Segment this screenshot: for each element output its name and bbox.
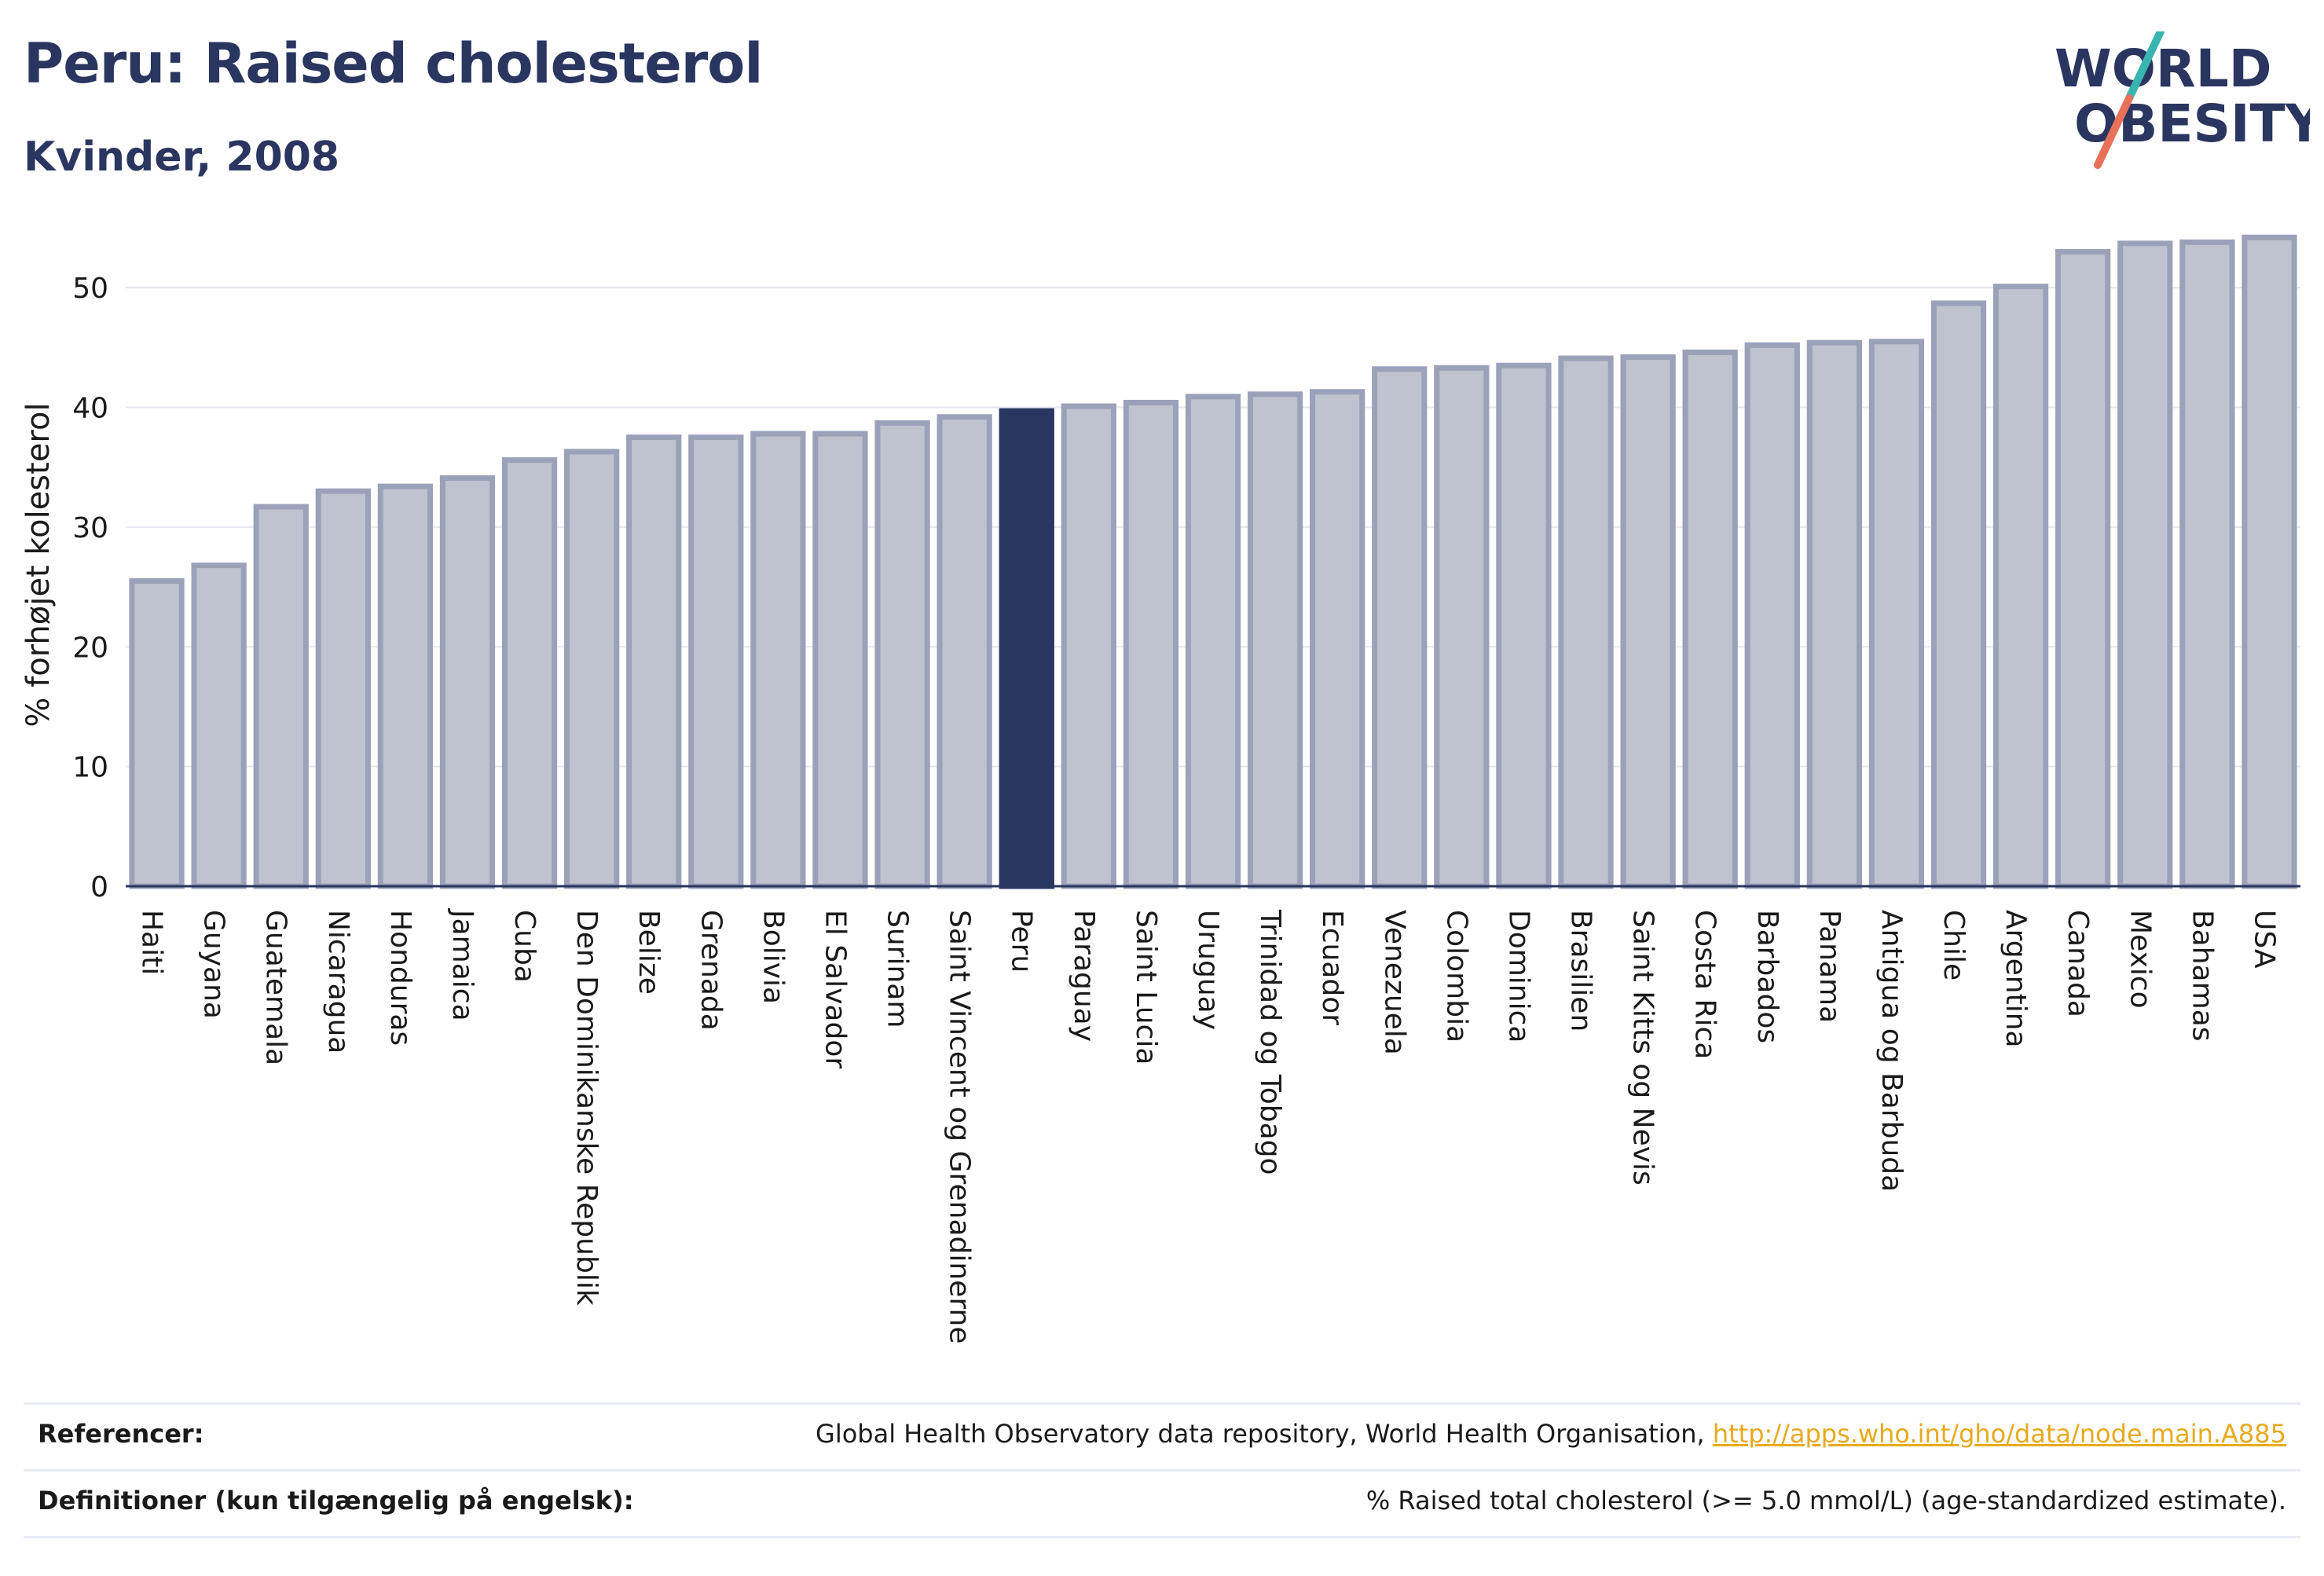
definitions-label: Definitioner (kun tilgængelig på engelsk… [38,1486,634,1516]
x-tick-label: Panama [1813,910,1846,1023]
y-tick-label: 50 [72,273,108,305]
x-tick-label: Surinam [882,910,914,1028]
y-tick-label: 10 [72,752,108,784]
page-title: Peru: Raised cholesterol [24,31,763,96]
references-text: Global Health Observatory data repositor… [816,1419,1713,1449]
x-tick-label: Canada [2062,910,2094,1017]
x-tick-label: Antigua og Barbuda [1875,910,1908,1192]
references-table: Referencer: Global Health Observatory da… [24,1402,2300,1538]
y-tick-label: 30 [72,512,108,544]
bar-saint-vincent-og-grenadinerne[interactable] [937,414,992,889]
x-tick-label: Ecuador [1316,910,1348,1025]
x-tick-label: Guatemala [260,910,292,1065]
logo-slash-top [2125,31,2165,102]
references-row: Referencer: Global Health Observatory da… [24,1402,2300,1469]
x-tick-label: Cuba [508,910,541,983]
x-tick-label: Paraguay [1068,910,1100,1042]
x-tick-label: Nicaragua [322,910,354,1054]
x-tick-label: Costa Rica [1689,910,1721,1059]
bar-haiti[interactable] [129,577,185,889]
bar-canada[interactable] [2055,248,2111,889]
bar-chart: 0 10 20 30 40 50 Haiti Guyana Guatemala Nicaragu… [20,234,2300,1343]
references-value: Global Health Observatory data repositor… [816,1419,2286,1449]
bar-saint-lucia[interactable] [1123,399,1179,889]
y-tick-label: 40 [72,393,108,425]
bar-costa-rica[interactable] [1682,349,1738,889]
bar-panama[interactable] [1806,339,1862,889]
x-tick-label: Dominica [1502,910,1534,1043]
bar-jamaica[interactable] [439,475,496,889]
bar-honduras[interactable] [377,483,434,889]
y-axis-label: % forhøjet kolesterol [20,402,57,727]
x-tick-label: Belize [632,910,665,995]
x-tick-label: Bolivia [757,910,789,1004]
definitions-row: Definitioner (kun tilgængelig på engelsk… [24,1469,2300,1538]
bar-cuba[interactable] [501,457,558,889]
x-axis-labels: Haiti Guyana Guatemala Nicaragua Honduras Jam… [136,908,2281,1343]
bar-usa[interactable] [2242,234,2297,889]
x-tick-label: Haiti [136,910,168,975]
page-subtitle: Kvinder, 2008 [24,134,340,181]
bar-antigua-og-barbuda[interactable] [1868,339,1925,889]
logo-slash-bottom [2094,94,2133,169]
references-link[interactable]: http://apps.who.int/gho/data/node.main.A… [1712,1419,2286,1449]
bar-bahamas[interactable] [2179,239,2235,889]
bar-chile[interactable] [1930,300,1987,889]
x-tick-label: Jamaica [446,908,478,1021]
y-tick-label: 0 [90,871,108,903]
x-tick-label: Trinidad og Tobago [1254,909,1286,1175]
bar-den-dominikanske-republik[interactable] [564,449,620,889]
bar-peru[interactable] [999,408,1054,889]
x-tick-label: Barbados [1751,910,1783,1043]
bar-argentina[interactable] [1992,284,2049,889]
x-tick-label: Saint Lucia [1130,910,1162,1065]
y-tick-label: 20 [72,632,108,664]
bar-grenada[interactable] [688,434,744,889]
bar-barbados[interactable] [1744,342,1800,889]
x-tick-label: Bahamas [2186,910,2218,1042]
bar-belize[interactable] [626,434,682,889]
x-tick-label: Argentina [2000,910,2032,1048]
bar-bolivia[interactable] [750,431,806,889]
x-tick-label: Grenada [695,910,727,1031]
bar-dominica[interactable] [1496,362,1552,889]
x-tick-label: Brasilien [1565,910,1597,1032]
world-obesity-logo: WORLD OBESITY [2055,31,2310,169]
bar-paraguay[interactable] [1061,403,1116,889]
bar-mexico[interactable] [2117,240,2173,889]
x-tick-label: Guyana [198,910,230,1019]
bar-surinam[interactable] [874,420,930,889]
x-tick-label: Uruguay [1192,910,1224,1030]
bar-guatemala[interactable] [253,504,309,889]
bar-brasilien[interactable] [1558,355,1614,889]
x-tick-label: Saint Kitts og Nevis [1627,910,1659,1186]
bars [129,234,2297,889]
x-tick-label: USA [2248,910,2280,969]
x-tick-label: Den Dominikanske Republik [570,910,603,1306]
x-tick-label: Mexico [2124,910,2156,1009]
bar-el-salvador[interactable] [812,431,868,889]
bar-uruguay[interactable] [1185,394,1241,889]
y-axis-ticks: 0 10 20 30 40 50 [72,273,108,903]
x-tick-label: Peru [1006,910,1038,973]
bar-nicaragua[interactable] [315,488,371,889]
bar-colombia[interactable] [1434,365,1490,889]
bar-ecuador[interactable] [1310,389,1365,889]
logo-text-world: WORLD [2055,38,2272,99]
definitions-value: % Raised total cholesterol (>= 5.0 mmol/… [1365,1486,2286,1516]
bar-trinidad-og-tobago[interactable] [1247,391,1303,889]
references-label: Referencer: [38,1419,204,1449]
x-tick-label: Colombia [1440,910,1472,1043]
x-tick-label: Saint Vincent og Grenadinerne [944,910,976,1343]
x-tick-label: Honduras [384,910,416,1046]
x-tick-label: El Salvador [819,910,851,1068]
bar-venezuela[interactable] [1372,366,1428,889]
bar-saint-kitts-og-nevis[interactable] [1620,354,1676,889]
bar-guyana[interactable] [191,563,247,889]
x-tick-label: Chile [1937,910,1970,980]
x-tick-label: Venezuela [1378,910,1410,1055]
